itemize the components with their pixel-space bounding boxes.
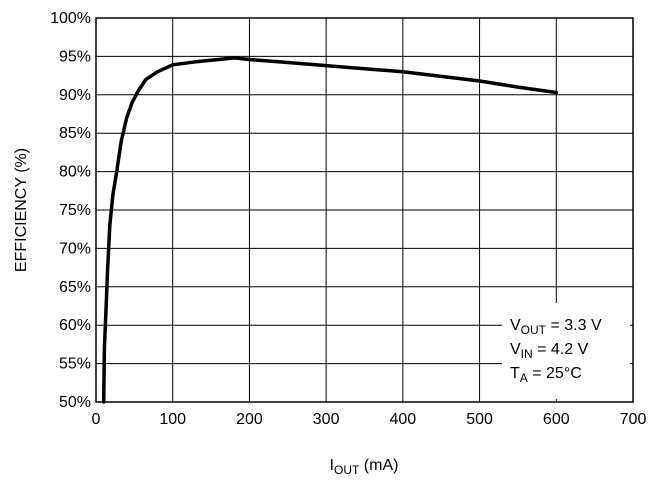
annotation-value: = 3.3 V: [546, 317, 602, 334]
y-tick-label: 60%: [59, 317, 91, 334]
x-tick-label: 400: [390, 411, 417, 428]
y-axis-label: EFFICIENCY (%): [13, 148, 30, 272]
annotation-value: = 4.2 V: [533, 341, 589, 358]
annotation-value: = 25°C: [528, 365, 582, 382]
x-tick-label: 300: [313, 411, 340, 428]
y-tick-label: 100%: [50, 10, 91, 27]
efficiency-line: [101, 56, 559, 404]
annotation-subscript: OUT: [521, 323, 547, 337]
annotation-subscript: A: [520, 371, 528, 385]
x-tick-label: 200: [236, 411, 263, 428]
x-tick-label: 500: [466, 411, 493, 428]
y-tick-label: 75%: [59, 202, 91, 219]
y-tick-label: 70%: [59, 240, 91, 257]
x-axis-label-main: I: [330, 457, 334, 474]
y-tick-label: 55%: [59, 356, 91, 373]
annotation-subscript: IN: [521, 347, 533, 361]
annotation-line: VOUT = 3.3 V: [510, 317, 602, 337]
annotation-line: VIN = 4.2 V: [510, 341, 589, 361]
x-axis-label-sub: OUT: [334, 463, 360, 477]
annotation-line: TA = 25°C: [510, 365, 582, 385]
annotation-symbol: T: [510, 365, 520, 382]
y-tick-label: 95%: [59, 48, 91, 65]
y-tick-label: 90%: [59, 87, 91, 104]
annotation-symbol: V: [510, 317, 521, 334]
x-tick-label: 0: [92, 411, 101, 428]
x-axis-label-tail: (mA): [359, 457, 398, 474]
x-tick-label: 600: [543, 411, 570, 428]
x-axis-label: IOUT (mA): [330, 457, 399, 477]
y-tick-label: 50%: [59, 394, 91, 411]
x-tick-labels: 0 100 200 300 400 500 600 700: [92, 411, 647, 428]
y-tick-label: 80%: [59, 164, 91, 181]
plot-frame: [95, 17, 634, 403]
annotation-box: [502, 303, 630, 399]
annotation-symbol: V: [510, 341, 521, 358]
x-tick-label: 100: [159, 411, 186, 428]
y-tick-label: 85%: [59, 125, 91, 142]
y-tick-labels: 50% 55% 60% 65% 70% 75% 80% 85% 90% 95% 100%: [50, 10, 91, 411]
x-tick-label: 700: [620, 411, 647, 428]
y-tick-label: 65%: [59, 279, 91, 296]
